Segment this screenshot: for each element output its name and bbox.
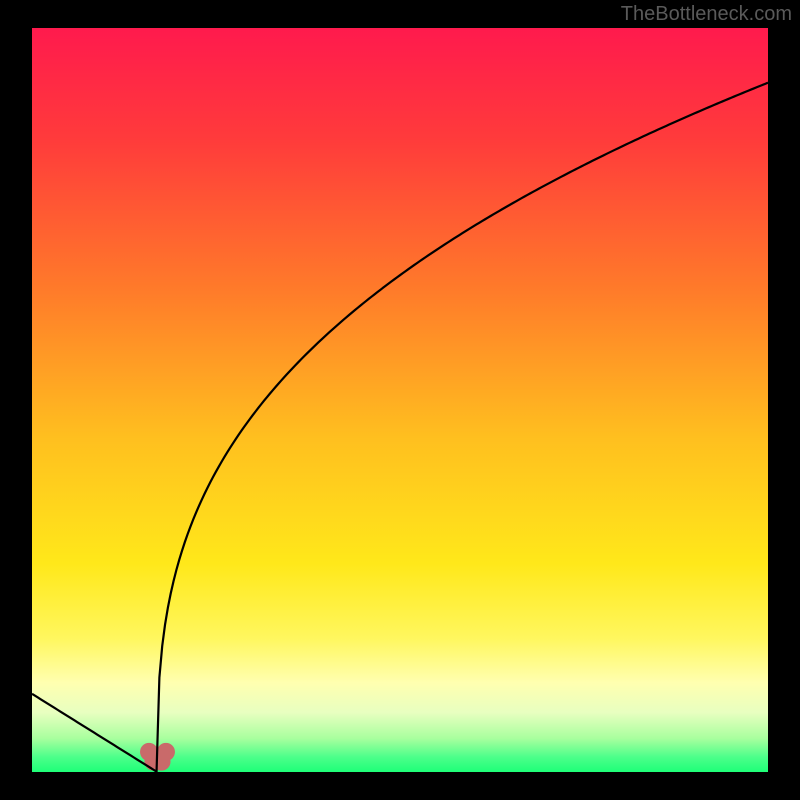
bottleneck-curve (32, 83, 768, 772)
plot-area (32, 28, 768, 772)
data-marker (157, 743, 175, 761)
watermark-text: TheBottleneck.com (621, 3, 792, 26)
curve-layer (32, 28, 768, 772)
chart-container: TheBottleneck.com (0, 0, 800, 800)
